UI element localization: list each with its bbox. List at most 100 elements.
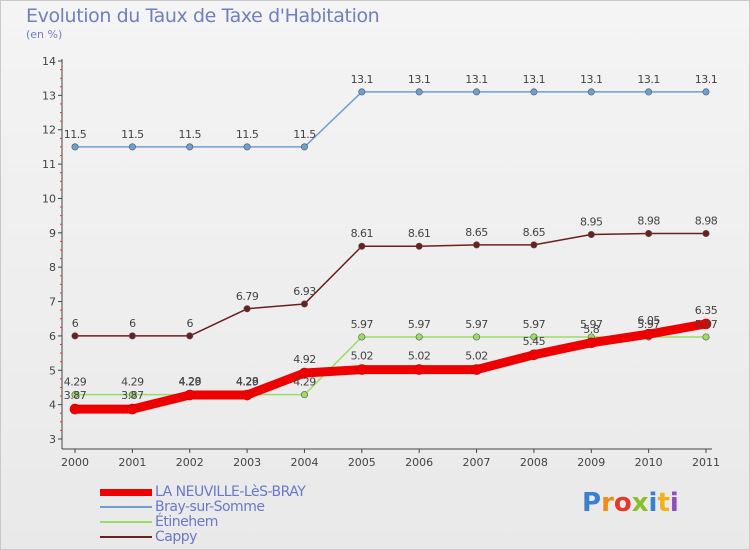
y-tick-label: 4 — [49, 399, 56, 412]
data-label: 6 — [186, 317, 193, 330]
logo-letter: r — [601, 488, 614, 518]
data-label: 5.97 — [523, 318, 546, 331]
logo-letter: i — [669, 488, 679, 518]
data-point — [415, 333, 423, 341]
data-point — [300, 300, 308, 308]
data-point — [241, 389, 253, 401]
data-label: 4.29 — [178, 376, 201, 389]
y-tick-label: 11 — [42, 158, 56, 171]
data-point — [128, 143, 136, 151]
data-point — [71, 332, 79, 340]
data-label: 5.45 — [523, 335, 546, 348]
data-label: 6.93 — [293, 285, 316, 298]
data-label: 5.97 — [695, 318, 718, 331]
data-label: 8.98 — [637, 215, 660, 228]
data-label: 11.5 — [178, 128, 201, 141]
data-point — [645, 88, 653, 96]
data-label: 13.1 — [351, 73, 374, 86]
data-point — [528, 349, 540, 361]
data-label: 11.5 — [236, 128, 259, 141]
data-point — [186, 143, 194, 151]
data-label: 5.97 — [637, 318, 660, 331]
legend-swatch-series-2 — [100, 521, 152, 523]
legend-item-series-0: LA NEUVILLE-LèS-BRAY — [100, 484, 306, 500]
data-point — [127, 403, 138, 415]
data-label: 4.29 — [121, 376, 144, 389]
legend-swatch-series-0 — [100, 488, 152, 496]
data-point — [71, 143, 79, 151]
data-point — [300, 143, 308, 151]
y-tick-label: 14 — [42, 55, 56, 68]
x-tick-label: 2005 — [348, 456, 376, 469]
data-label: 8.61 — [351, 227, 374, 240]
data-point — [471, 364, 482, 375]
legend-item-series-2: Étinehem — [100, 515, 305, 530]
data-label: 3.87 — [121, 389, 144, 402]
data-point — [300, 391, 308, 399]
data-label: 11.5 — [121, 128, 144, 141]
data-point — [415, 88, 423, 96]
data-label: 5.02 — [465, 350, 488, 363]
data-point — [358, 242, 366, 250]
proxiti-logo: Proxiti — [582, 488, 679, 518]
x-tick-label: 2002 — [176, 456, 204, 469]
data-point — [702, 88, 710, 96]
data-label: 11.5 — [64, 128, 87, 141]
data-label: 4.29 — [293, 376, 316, 389]
page-title: Evolution du Taux de Taxe d'Habitation — [26, 5, 380, 27]
logo-letter: i — [648, 488, 658, 518]
data-label: 6.35 — [695, 304, 718, 317]
data-label: 5.97 — [351, 318, 374, 331]
y-tick-label: 13 — [42, 89, 56, 102]
legend-label-series-3: Cappy — [155, 529, 197, 545]
data-point — [128, 391, 136, 399]
data-label: 13.1 — [465, 73, 488, 86]
data-point — [413, 364, 425, 375]
data-point — [243, 305, 251, 313]
legend-label-series-0: LA NEUVILLE-LèS-BRAY — [155, 484, 306, 500]
legend: LA NEUVILLE-LèS-BRAY Bray-sur-Somme Étin… — [100, 484, 306, 545]
data-point — [356, 364, 368, 375]
data-point — [473, 88, 481, 96]
page-subtitle: (en %) — [26, 28, 63, 41]
data-label: 6.05 — [637, 314, 660, 327]
data-point — [186, 332, 194, 340]
series-line-1 — [74, 91, 707, 148]
data-point — [530, 241, 538, 249]
data-label: 4.28 — [236, 375, 259, 388]
x-tick-label: 2007 — [463, 456, 491, 469]
data-point — [71, 391, 79, 399]
data-label: 8.65 — [465, 226, 488, 239]
data-point — [358, 333, 366, 341]
data-label: 5.02 — [408, 350, 431, 363]
data-point — [702, 230, 710, 238]
y-tick-label: 6 — [49, 330, 56, 343]
data-label: 5.97 — [580, 318, 603, 331]
x-tick-label: 2008 — [520, 456, 548, 469]
x-tick-label: 2011 — [692, 456, 720, 469]
data-point — [643, 328, 654, 340]
y-tick-label: 3 — [49, 433, 56, 446]
data-point — [530, 88, 538, 96]
data-label: 6 — [72, 317, 79, 330]
data-label: 6 — [129, 317, 136, 330]
data-point — [587, 88, 595, 96]
logo-letter: x — [631, 488, 649, 518]
data-label: 13.1 — [637, 73, 660, 86]
data-point — [530, 333, 538, 341]
x-tick-label: 2009 — [577, 456, 605, 469]
data-point — [358, 88, 366, 96]
y-tick-label: 8 — [49, 261, 56, 274]
data-point — [243, 143, 251, 151]
data-point — [128, 332, 136, 340]
data-point — [473, 333, 481, 341]
x-tick-label: 2004 — [290, 456, 318, 469]
data-label: 4.28 — [178, 375, 201, 388]
data-point — [702, 333, 710, 341]
data-label: 5.02 — [351, 350, 374, 363]
data-label: 13.1 — [523, 73, 546, 86]
legend-label-series-1: Bray-sur-Somme — [155, 499, 265, 515]
legend-label-series-2: Étinehem — [155, 514, 218, 530]
x-tick-label: 2001 — [118, 456, 146, 469]
